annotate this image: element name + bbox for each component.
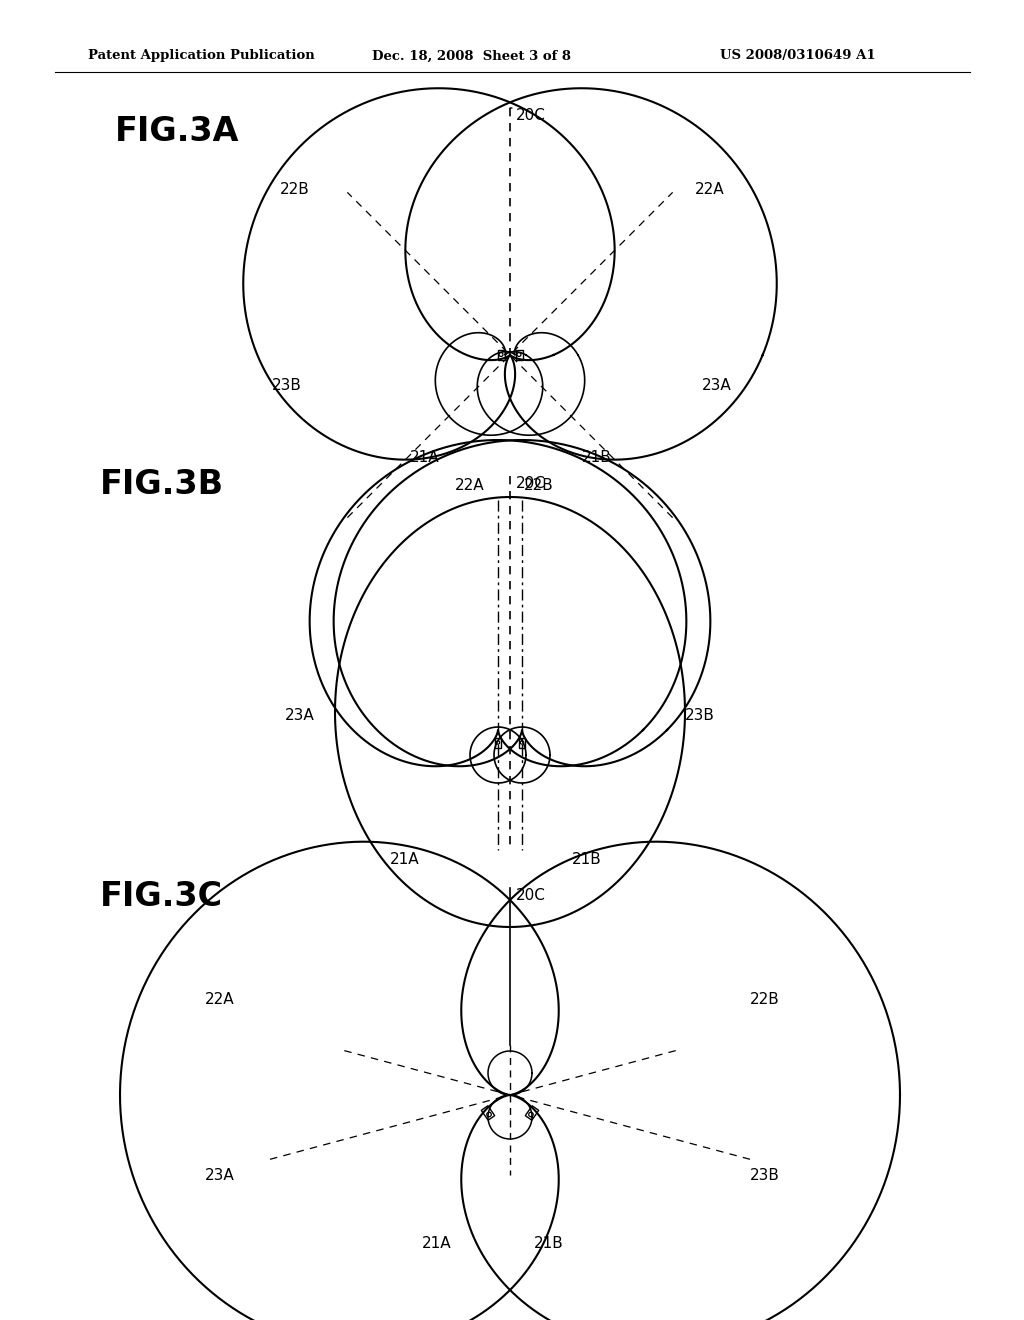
Text: Dec. 18, 2008  Sheet 3 of 8: Dec. 18, 2008 Sheet 3 of 8 (372, 49, 571, 62)
Text: 20C: 20C (516, 108, 546, 123)
Text: 22A: 22A (205, 993, 234, 1007)
Text: 22A: 22A (695, 182, 725, 198)
Text: 21B: 21B (582, 450, 611, 465)
Text: 23A: 23A (285, 708, 314, 722)
Text: 22B: 22B (280, 182, 309, 198)
Text: US 2008/0310649 A1: US 2008/0310649 A1 (720, 49, 876, 62)
Text: 21A: 21A (422, 1236, 452, 1250)
Text: 22B: 22B (524, 478, 554, 492)
Text: FIG.3B: FIG.3B (100, 469, 224, 502)
Text: FIG.3A: FIG.3A (115, 115, 240, 148)
Text: 22B: 22B (750, 993, 779, 1007)
Text: Patent Application Publication: Patent Application Publication (88, 49, 314, 62)
Text: 23B: 23B (750, 1167, 780, 1183)
Text: 23B: 23B (272, 378, 302, 392)
Text: 21A: 21A (410, 450, 439, 465)
Text: 22A: 22A (455, 478, 484, 492)
Text: 21A: 21A (390, 853, 420, 867)
Text: FIG.3C: FIG.3C (100, 880, 223, 913)
Text: 21B: 21B (534, 1236, 564, 1250)
Text: 23B: 23B (685, 708, 715, 722)
Text: 20C: 20C (516, 888, 546, 903)
Text: 21B: 21B (572, 853, 602, 867)
Text: 23A: 23A (205, 1167, 234, 1183)
Text: 20C: 20C (516, 477, 546, 491)
Text: 23A: 23A (702, 378, 732, 392)
